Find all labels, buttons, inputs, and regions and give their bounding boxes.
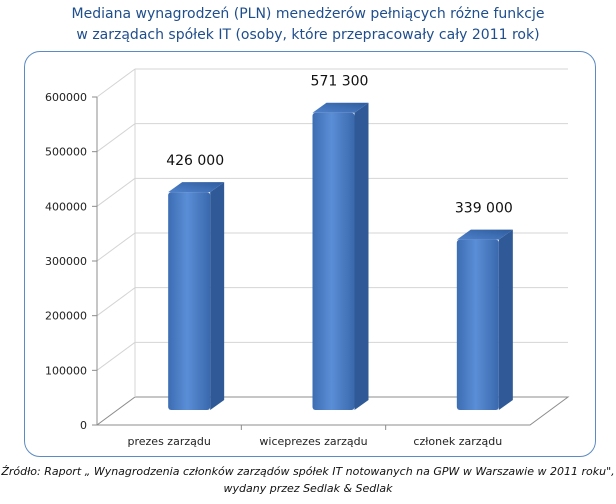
bar-side bbox=[498, 229, 513, 410]
y-tick-label: 500000 bbox=[45, 146, 87, 159]
data-label: 426 000 bbox=[166, 153, 224, 169]
gridline-side bbox=[96, 341, 136, 371]
gridline-side bbox=[96, 287, 136, 317]
source-line-1: Źródło: Raport „ Wynagrodzenia członków … bbox=[1, 465, 615, 478]
gridline-side bbox=[96, 123, 136, 153]
source-note: Źródło: Raport „ Wynagrodzenia członków … bbox=[0, 463, 616, 497]
y-axis-tick-labels: 0 100000 200000 300000 400000 500000 600000 bbox=[45, 91, 87, 432]
y-tick-label: 400000 bbox=[45, 200, 87, 213]
x-tick-label: prezes zarządu bbox=[128, 435, 211, 448]
chart-title: Mediana wynagrodzeń (PLN) menedżerów peł… bbox=[0, 4, 616, 46]
bar-top bbox=[168, 182, 225, 193]
bar-side bbox=[210, 182, 225, 410]
y-tick-label: 0 bbox=[80, 419, 87, 432]
bar-top bbox=[456, 229, 513, 240]
gridline-side bbox=[96, 177, 136, 207]
data-label: 339 000 bbox=[455, 201, 513, 217]
bar-2 bbox=[312, 102, 369, 410]
y-tick-label: 600000 bbox=[45, 91, 87, 104]
bar-front bbox=[312, 112, 355, 410]
bar-front bbox=[456, 239, 499, 410]
gridline-side bbox=[96, 232, 136, 262]
bar-side bbox=[354, 102, 369, 410]
bar-3 bbox=[456, 229, 513, 410]
bar-top bbox=[312, 102, 369, 113]
y-tick-label: 100000 bbox=[45, 364, 87, 377]
bar-front bbox=[168, 192, 211, 410]
y-tick-label: 200000 bbox=[45, 310, 87, 323]
gridline-side bbox=[96, 68, 136, 98]
chart-title-line-2: w zarządach spółek IT (osoby, które prze… bbox=[76, 27, 540, 43]
source-line-2: wydany przez Sedlak & Sedlak bbox=[223, 482, 393, 495]
bars bbox=[168, 102, 513, 410]
y-tick-label: 300000 bbox=[45, 255, 87, 268]
data-label: 571 300 bbox=[311, 74, 369, 90]
bar-1 bbox=[168, 182, 225, 410]
data-labels: 426 000 571 300 339 000 bbox=[166, 74, 513, 217]
axes bbox=[92, 69, 570, 430]
x-axis-tick-labels: prezes zarządu wiceprezes zarządu członek … bbox=[128, 435, 503, 448]
x-tick-label: wiceprezes zarządu bbox=[259, 435, 367, 448]
x-tick-label: członek zarządu bbox=[413, 435, 502, 448]
chart-title-line-1: Mediana wynagrodzeń (PLN) menedżerów peł… bbox=[71, 6, 545, 22]
